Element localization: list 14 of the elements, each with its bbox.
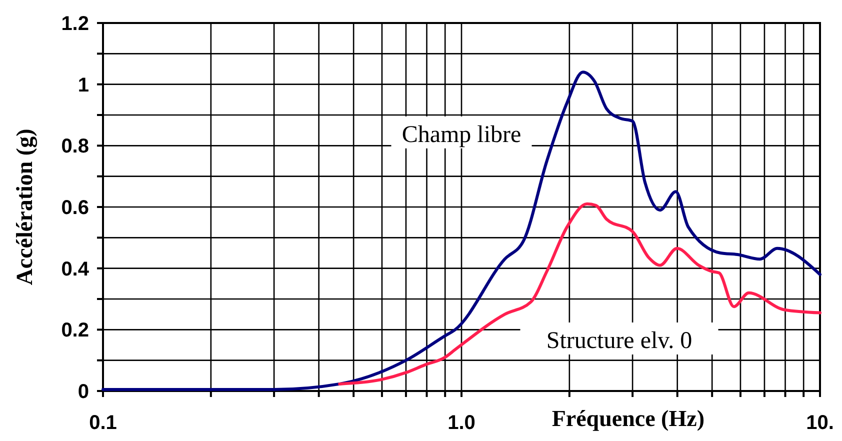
y-tick-label: 1 — [78, 74, 89, 96]
y-tick-label: 1.2 — [61, 13, 89, 35]
x-tick-label: 10. — [806, 412, 834, 434]
y-tick-label: 0.8 — [61, 136, 89, 158]
x-axis-title: Fréquence (Hz) — [552, 406, 704, 431]
y-axis-title: Accélération (g) — [12, 128, 38, 286]
y-tick-label: 0 — [78, 381, 89, 403]
y-tick-label: 0.4 — [61, 258, 90, 280]
series-label: Champ libre — [402, 122, 522, 148]
x-tick-label: 0.1 — [89, 412, 117, 434]
y-tick-label: 0.2 — [61, 320, 89, 342]
x-tick-label: 1.0 — [448, 412, 476, 434]
y-tick-label: 0.6 — [61, 197, 89, 219]
series-label: Structure elv. 0 — [546, 328, 692, 354]
